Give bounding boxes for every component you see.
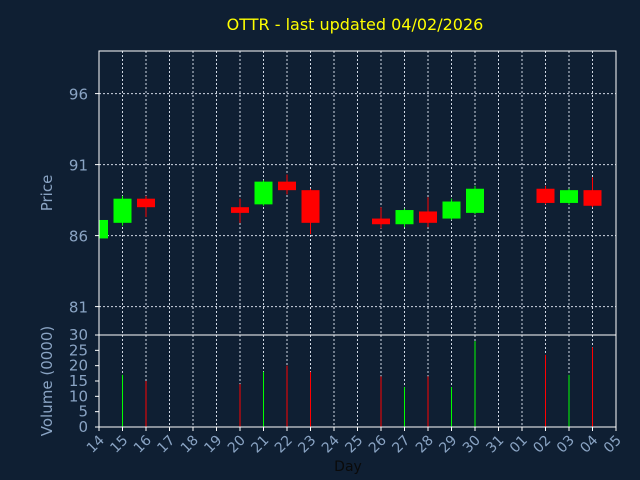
candle-body — [419, 211, 437, 223]
candles — [98, 174, 602, 242]
price-panel: 96 91 86 81 Price — [38, 50, 617, 336]
price-axis-label: Price — [38, 175, 56, 212]
volume-tick-label: 20 — [69, 357, 88, 375]
candle-body — [466, 188, 484, 213]
candle-body — [583, 190, 602, 206]
volume-tick-label: 10 — [69, 387, 88, 405]
candle-body — [301, 190, 320, 223]
candle-body — [395, 210, 414, 225]
chart-title: OTTR - last updated 04/02/2026 — [227, 15, 484, 34]
price-tick-label: 91 — [69, 157, 88, 175]
candle-body — [99, 219, 108, 239]
candle-body — [231, 207, 249, 213]
candle-body — [442, 201, 461, 219]
volume-tick-label: 15 — [69, 372, 88, 390]
volume-tick-label: 25 — [69, 341, 88, 359]
volume-tick-label: 30 — [69, 326, 88, 344]
volume-bars — [122, 341, 593, 427]
candle-body — [254, 181, 273, 205]
price-tick-label: 96 — [69, 86, 88, 104]
candle-body — [137, 198, 155, 208]
price-tick-label: 81 — [69, 299, 88, 317]
candle-body — [536, 188, 555, 203]
volume-tick-label: 5 — [78, 403, 88, 421]
candle-body — [372, 218, 390, 225]
volume-tick-label: 0 — [78, 418, 88, 436]
price-y-ticks: 96 91 86 81 — [69, 86, 99, 317]
price-tick-label: 86 — [69, 228, 88, 246]
candle-body — [278, 181, 296, 191]
volume-axis-label: Volume (0000) — [38, 326, 56, 436]
candle-body — [113, 198, 132, 223]
candle-body — [560, 190, 578, 203]
x-axis-label: Day — [334, 459, 362, 475]
